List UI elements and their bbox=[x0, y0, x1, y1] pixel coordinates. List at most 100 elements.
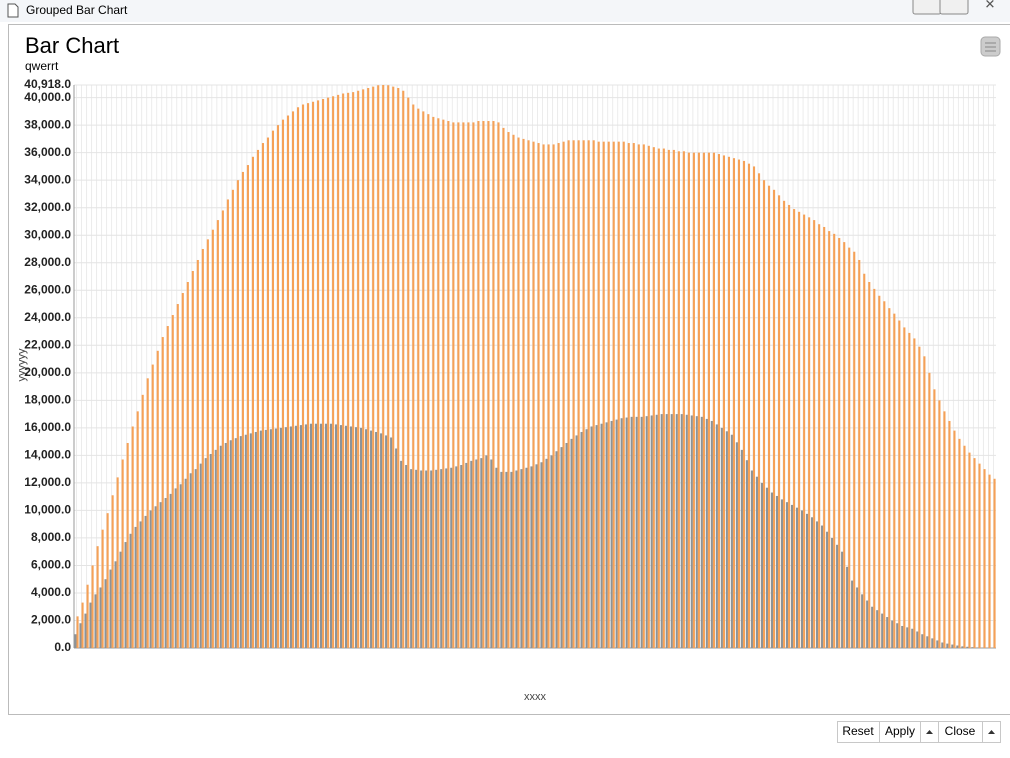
bar bbox=[462, 122, 464, 648]
y-tick-label: 24,000.0 bbox=[24, 310, 71, 324]
bar bbox=[280, 428, 282, 648]
bar bbox=[753, 166, 755, 648]
bar bbox=[881, 614, 883, 648]
bar bbox=[778, 195, 780, 648]
close-window-button[interactable]: ✕ bbox=[985, 0, 996, 11]
bar bbox=[500, 472, 502, 648]
bar bbox=[89, 603, 91, 648]
bar bbox=[372, 87, 374, 648]
bar bbox=[272, 131, 274, 648]
bar bbox=[307, 103, 309, 648]
bar bbox=[598, 142, 600, 648]
bar bbox=[377, 85, 379, 648]
bar bbox=[432, 117, 434, 648]
bar bbox=[668, 150, 670, 648]
bar bbox=[628, 143, 630, 648]
bar bbox=[452, 122, 454, 648]
bar bbox=[202, 249, 204, 648]
bar bbox=[601, 424, 603, 648]
bar bbox=[182, 293, 184, 648]
bar bbox=[711, 421, 713, 648]
bar bbox=[873, 289, 875, 648]
bar bbox=[515, 471, 517, 648]
bar bbox=[903, 327, 905, 648]
bar bbox=[460, 465, 462, 648]
bar bbox=[210, 454, 212, 648]
bar bbox=[676, 414, 678, 648]
bar bbox=[427, 114, 429, 648]
bar bbox=[763, 180, 765, 648]
bar bbox=[142, 395, 144, 648]
bar bbox=[422, 111, 424, 648]
bar bbox=[295, 426, 297, 648]
y-tick-label: 22,000.0 bbox=[24, 337, 71, 351]
bar bbox=[723, 155, 725, 648]
bar bbox=[502, 128, 504, 648]
bar bbox=[713, 153, 715, 648]
chart-title: Bar Chart bbox=[25, 33, 119, 58]
bar bbox=[92, 565, 94, 648]
bar bbox=[731, 435, 733, 648]
y-tick-label: 26,000.0 bbox=[24, 282, 71, 296]
bar bbox=[816, 521, 818, 648]
bar bbox=[748, 164, 750, 648]
bar bbox=[883, 301, 885, 648]
bar bbox=[187, 282, 189, 648]
bar bbox=[563, 142, 565, 648]
bar bbox=[74, 634, 76, 648]
bar bbox=[257, 150, 259, 648]
bar bbox=[591, 426, 593, 648]
bar bbox=[606, 422, 608, 648]
bar bbox=[540, 462, 542, 648]
bar bbox=[851, 581, 853, 648]
bar bbox=[465, 463, 467, 648]
bar bbox=[185, 479, 187, 648]
bar bbox=[973, 458, 975, 648]
bar bbox=[568, 140, 570, 648]
bar bbox=[350, 426, 352, 648]
bar bbox=[658, 149, 660, 648]
bar bbox=[588, 140, 590, 648]
bar bbox=[613, 142, 615, 648]
bar bbox=[718, 154, 720, 648]
bar bbox=[580, 432, 582, 648]
bar bbox=[560, 447, 562, 648]
bar bbox=[813, 220, 815, 648]
bar bbox=[447, 121, 449, 648]
bar bbox=[477, 121, 479, 648]
bar bbox=[888, 308, 890, 648]
y-tick-label: 40,000.0 bbox=[24, 90, 71, 104]
minimize-button[interactable] bbox=[913, 0, 941, 14]
bar bbox=[575, 435, 577, 648]
bar bbox=[931, 638, 933, 648]
bar bbox=[375, 432, 377, 648]
bar bbox=[843, 242, 845, 648]
y-tick-label: 32,000.0 bbox=[24, 200, 71, 214]
reset-label: Reset bbox=[842, 724, 874, 738]
bar bbox=[112, 495, 114, 648]
y-tick-label: 14,000.0 bbox=[24, 448, 71, 462]
bar bbox=[716, 424, 718, 648]
bar bbox=[653, 147, 655, 648]
bar bbox=[315, 424, 317, 648]
bar bbox=[848, 248, 850, 648]
maximize-button[interactable] bbox=[940, 0, 968, 14]
bar bbox=[768, 186, 770, 648]
bar bbox=[761, 483, 763, 648]
bar bbox=[586, 429, 588, 648]
bar bbox=[212, 230, 214, 648]
bar bbox=[821, 526, 823, 648]
bar bbox=[791, 505, 793, 648]
bar bbox=[200, 464, 202, 648]
bar bbox=[232, 190, 234, 648]
bar bbox=[242, 172, 244, 648]
bar bbox=[956, 646, 958, 648]
bar bbox=[510, 472, 512, 648]
bar bbox=[911, 629, 913, 648]
bar bbox=[335, 424, 337, 648]
bar bbox=[507, 132, 509, 648]
bar bbox=[107, 513, 109, 648]
bar bbox=[490, 459, 492, 648]
